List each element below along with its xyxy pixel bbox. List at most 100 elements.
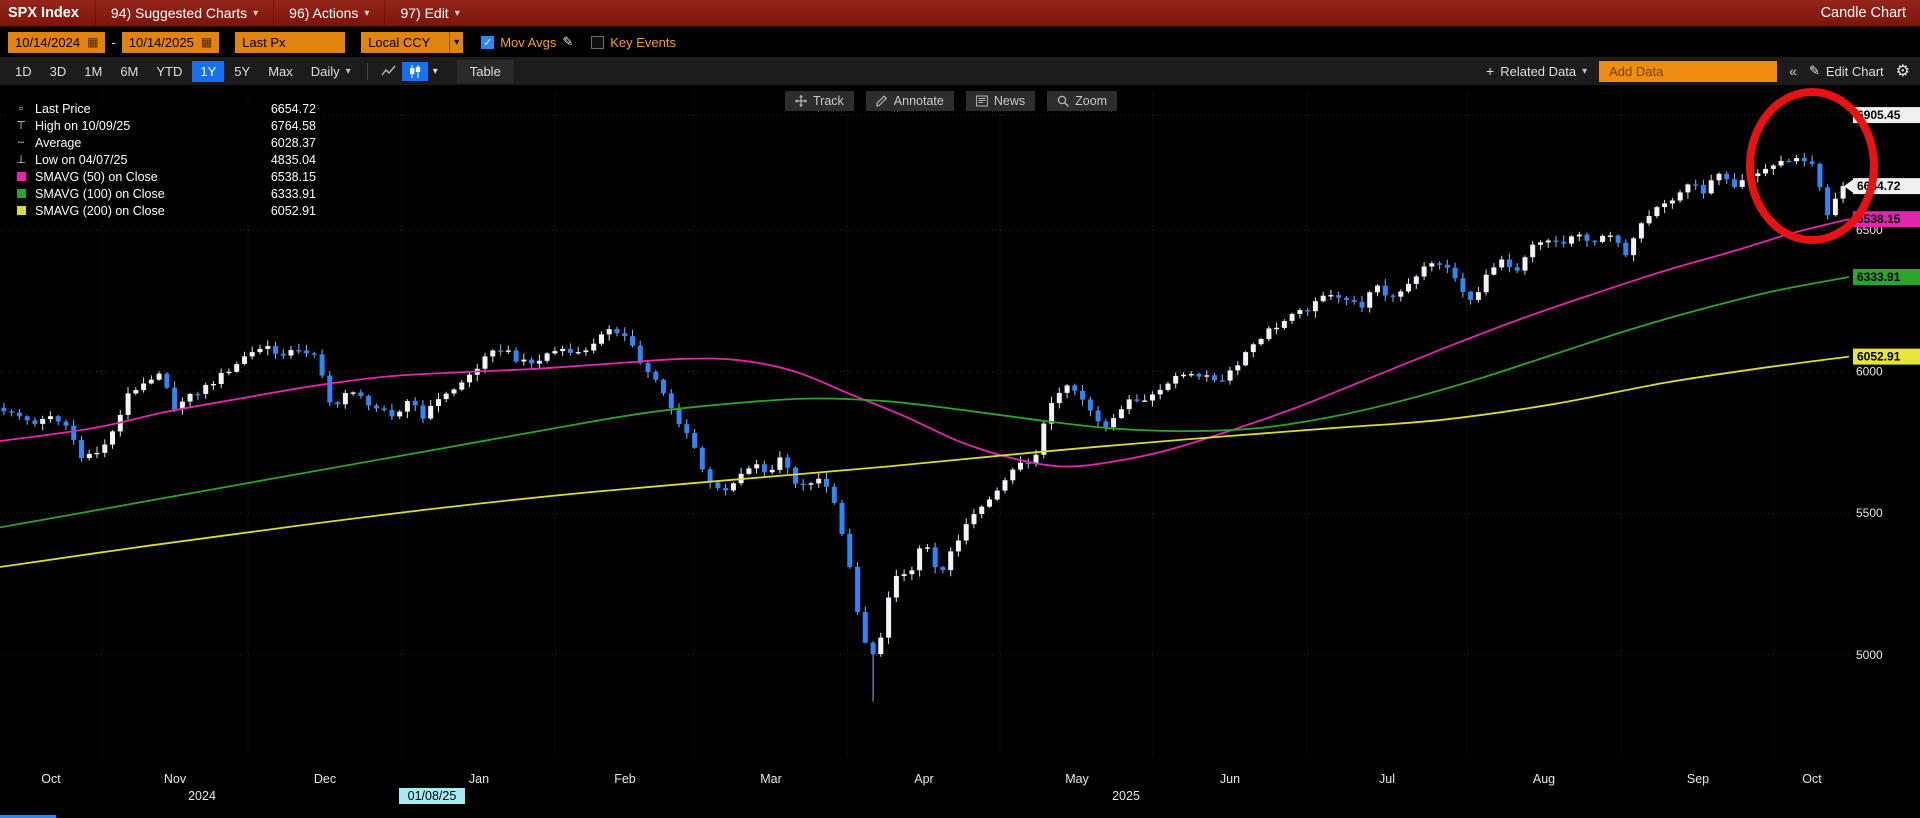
chevron-down-icon: ▾ xyxy=(454,7,460,19)
calendar-icon[interactable]: ▦ xyxy=(200,35,213,49)
track-tool-button[interactable]: Track xyxy=(785,91,854,111)
legend-marker-icon xyxy=(16,189,26,198)
menu-suggested-charts[interactable]: 94) Suggested Charts ▾ xyxy=(94,0,273,26)
svg-text:Apr: Apr xyxy=(914,772,933,786)
legend-label: Last Price xyxy=(35,101,91,116)
svg-text:6052.91: 6052.91 xyxy=(1857,350,1901,364)
legend-value: 6764.58 xyxy=(270,118,316,133)
related-data-label: Related Data xyxy=(1500,63,1577,79)
track-icon xyxy=(795,95,807,107)
legend-value: 6538.15 xyxy=(270,169,316,184)
range-button-ytd[interactable]: YTD xyxy=(156,63,183,79)
legend-label: High on 10/09/25 xyxy=(35,118,131,133)
svg-text:Jan: Jan xyxy=(469,772,489,786)
edit-chart-button[interactable]: ✎ Edit Chart xyxy=(1809,63,1884,79)
annotate-tool-button[interactable]: Annotate xyxy=(865,91,954,111)
plus-icon: + xyxy=(1486,63,1495,79)
svg-text:Mar: Mar xyxy=(760,772,782,786)
legend-item[interactable]: ┄ Average 6028.37 xyxy=(8,134,324,151)
corner-accent xyxy=(0,815,56,818)
end-date-field[interactable]: 10/14/2025 ▦ xyxy=(121,31,220,53)
range-button-6m[interactable]: 6M xyxy=(120,63,139,79)
checkbox-checked-icon[interactable]: ✓ xyxy=(481,35,495,49)
range-button-5y[interactable]: 5Y xyxy=(234,63,251,79)
edit-chart-label: Edit Chart xyxy=(1825,63,1884,79)
currency-dropdown-arrow-icon[interactable]: ▾ xyxy=(449,31,464,53)
calendar-icon[interactable]: ▦ xyxy=(87,35,99,49)
range-button-1y[interactable]: 1Y xyxy=(192,60,225,82)
svg-text:5000: 5000 xyxy=(1856,648,1883,662)
legend-marker-icon: ┄ xyxy=(17,137,25,149)
table-button[interactable]: Table xyxy=(456,59,514,83)
mov-avgs-checkbox[interactable]: ✓ Mov Avgs ✎ xyxy=(481,34,573,50)
zoom-tool-button[interactable]: Zoom xyxy=(1047,91,1118,111)
chart-legend: ▫ Last Price 6654.72 ⊤ High on 10/09/25 6764.… xyxy=(8,100,324,219)
legend-label: SMAVG (50) on Close xyxy=(35,169,158,184)
sma-100-line xyxy=(0,276,1850,529)
annotate-icon xyxy=(876,95,888,107)
range-button-3d[interactable]: 3D xyxy=(49,63,67,79)
candle-chart-canvas[interactable]: Oct Nov Dec Jan Feb Mar Apr May Jun Jul Aug Sep Oct 2… xyxy=(0,86,1920,818)
svg-text:2024: 2024 xyxy=(188,789,216,803)
range-button-1d[interactable]: 1D xyxy=(15,63,32,79)
legend-item[interactable]: SMAVG (200) on Close 6052.91 xyxy=(8,202,324,219)
svg-text:Dec: Dec xyxy=(314,772,336,786)
add-data-input[interactable]: Add Data xyxy=(1599,60,1778,82)
svg-text:01/08/25: 01/08/25 xyxy=(408,789,457,803)
edit-mov-avgs-pencil-icon[interactable]: ✎ xyxy=(562,34,574,49)
svg-text:Oct: Oct xyxy=(41,772,61,786)
candle-chart-icon-button[interactable] xyxy=(401,61,428,81)
news-label: News xyxy=(993,94,1026,108)
currency-selector[interactable]: Local CCY ▾ xyxy=(361,31,464,53)
chart-toolbar: 1D 3D 1M 6M YTD 1Y 5Y Max Daily ▾ ▾ Table + Rel… xyxy=(0,57,1920,86)
legend-value: 6028.37 xyxy=(270,135,316,150)
currency-value-box[interactable]: Local CCY xyxy=(361,31,450,53)
legend-item[interactable]: ▫ Last Price 6654.72 xyxy=(8,100,324,117)
line-chart-icon-button[interactable] xyxy=(375,62,402,80)
range-buttons: 1D 3D 1M 6M YTD 1Y 5Y Max xyxy=(6,60,302,82)
svg-text:6000: 6000 xyxy=(1856,365,1883,379)
sma-lines xyxy=(0,218,1850,568)
legend-item[interactable]: ⊥ Low on 04/07/25 4835.04 xyxy=(8,151,324,168)
legend-item[interactable]: ⊤ High on 10/09/25 6764.58 xyxy=(8,117,324,134)
legend-label: Average xyxy=(35,135,82,150)
frequency-dropdown[interactable]: Daily ▾ xyxy=(302,61,360,82)
security-name[interactable]: SPX Index xyxy=(8,5,79,21)
chart-area[interactable]: Oct Nov Dec Jan Feb Mar Apr May Jun Jul Aug Sep Oct 2… xyxy=(0,86,1920,818)
legend-item[interactable]: SMAVG (100) on Close 6333.91 xyxy=(8,185,324,202)
legend-marker-icon: ⊥ xyxy=(16,154,26,166)
range-button-max[interactable]: Max xyxy=(268,63,293,79)
chart-type-dropdown-arrow[interactable]: ▾ xyxy=(432,65,438,77)
zoom-icon xyxy=(1057,95,1070,107)
settings-gear-icon[interactable]: ⚙ xyxy=(1895,63,1910,80)
related-data-button[interactable]: + Related Data ▾ xyxy=(1486,63,1587,79)
legend-marker-icon xyxy=(16,172,26,181)
top-menu-bar: SPX Index 94) Suggested Charts ▾ 96) Actio… xyxy=(0,0,1920,27)
news-tool-button[interactable]: News xyxy=(965,91,1036,111)
price-field-selector[interactable]: Last Px xyxy=(235,31,346,53)
svg-text:Jul: Jul xyxy=(1379,772,1395,786)
legend-label: SMAVG (100) on Close xyxy=(35,186,165,201)
settings-toolbar: 10/14/2024 ▦ - 10/14/2025 ▦ Last Px Loca… xyxy=(0,27,1920,57)
chevron-down-icon: ▾ xyxy=(253,7,259,19)
end-date-value: 10/14/2025 xyxy=(128,34,194,50)
time-axis: Oct Nov Dec Jan Feb Mar Apr May Jun Jul Aug Sep Oct 2… xyxy=(41,772,1822,804)
legend-label: SMAVG (200) on Close xyxy=(35,203,165,218)
menu-edit[interactable]: 97) Edit ▾ xyxy=(384,0,474,26)
collapse-panel-icon[interactable]: « xyxy=(1789,63,1797,79)
frequency-value: Daily xyxy=(310,63,340,79)
pencil-icon: ✎ xyxy=(1808,63,1820,78)
start-date-field[interactable]: 10/14/2024 ▦ xyxy=(8,31,106,53)
checkbox-unchecked-icon[interactable] xyxy=(591,35,605,49)
legend-marker-icon xyxy=(16,206,26,215)
range-button-1m[interactable]: 1M xyxy=(84,63,103,79)
sma-200-line xyxy=(0,355,1850,568)
annotate-label: Annotate xyxy=(893,94,944,108)
chart-hover-tools: Track Annotate News Zoom xyxy=(785,91,1118,111)
legend-value: 6654.72 xyxy=(270,101,316,116)
svg-text:6538.15: 6538.15 xyxy=(1857,212,1901,226)
key-events-label: Key Events xyxy=(610,34,677,50)
legend-item[interactable]: SMAVG (50) on Close 6538.15 xyxy=(8,168,324,185)
key-events-checkbox[interactable]: Key Events xyxy=(591,35,676,50)
menu-actions[interactable]: 96) Actions ▾ xyxy=(273,0,384,26)
